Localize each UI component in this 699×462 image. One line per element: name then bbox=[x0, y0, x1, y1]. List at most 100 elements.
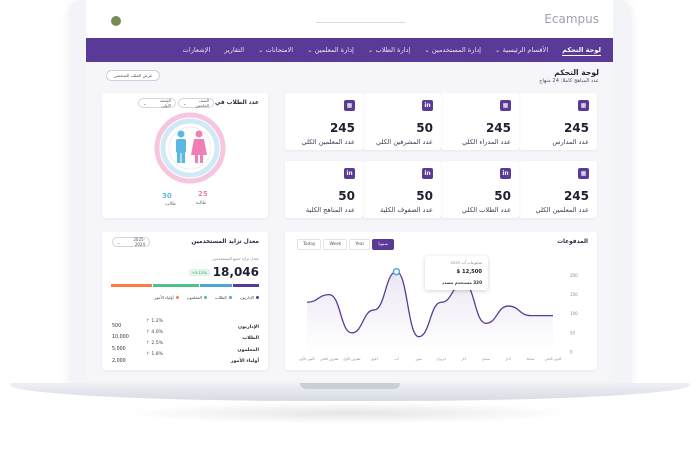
row-label-admins: الإداريون bbox=[238, 325, 259, 330]
highlight-point[interactable] bbox=[392, 267, 401, 276]
legend-parents: أولياء الأمور bbox=[154, 295, 179, 300]
stat-value: 50 bbox=[416, 189, 433, 203]
nav-item-reports[interactable]: التقارير bbox=[224, 46, 245, 54]
row-pct-students: ↑ 4.0% bbox=[146, 330, 163, 335]
row-label-parents: أولياء الأمور bbox=[230, 359, 259, 364]
tooltip-amount: 12,500 $ bbox=[456, 269, 482, 275]
legend-dot bbox=[256, 296, 259, 299]
user-mix-segment bbox=[232, 284, 259, 287]
user-mix-segment bbox=[152, 284, 199, 287]
profile-button[interactable]: عرض الملف الشخصي bbox=[106, 70, 160, 81]
x-tick-label: آب bbox=[394, 357, 399, 361]
tab-year[interactable]: Year bbox=[349, 239, 371, 250]
page-subtitle: عدد المناهج كاملا: 24 منهاج bbox=[539, 78, 599, 84]
grade-select[interactable]: الصف الخامس ⌄ bbox=[178, 98, 214, 108]
tab-today[interactable]: Today bbox=[297, 239, 322, 250]
linkedin-icon: in bbox=[500, 168, 511, 179]
building-icon: ▦ bbox=[500, 100, 511, 111]
y-tick-label: 100 bbox=[570, 311, 578, 316]
x-tick-label: حزيران bbox=[436, 357, 446, 361]
x-tick-label: شباط bbox=[527, 357, 535, 361]
panel-title: المدفوعات bbox=[557, 239, 588, 245]
male-label: طالب bbox=[165, 202, 176, 207]
chevron-down-icon: ⌄ bbox=[183, 100, 187, 106]
linkedin-icon: in bbox=[422, 168, 433, 179]
building-icon: ▦ bbox=[578, 168, 589, 179]
payments-area bbox=[307, 271, 553, 352]
row-value-admins: 500 bbox=[112, 324, 122, 329]
stat-card-schools[interactable]: ▦ 245 عدد المدارس bbox=[519, 93, 597, 150]
stat-card-students-total[interactable]: in 50 عدد الطلاب الكلي bbox=[441, 161, 519, 218]
arrow-up-icon: ↑ bbox=[146, 352, 150, 357]
nav-item-user-management[interactable]: إدارة المستخدمين ⌄ bbox=[424, 46, 481, 54]
legend-dot bbox=[228, 296, 232, 299]
search-input[interactable] bbox=[316, 22, 406, 23]
male-count: 30 bbox=[162, 192, 172, 200]
female-count: 25 bbox=[198, 190, 208, 198]
stat-card-classes[interactable]: in 50 عدد الصفوف الكلية bbox=[363, 161, 441, 218]
legend-students: الطلاب bbox=[215, 295, 232, 300]
stat-value: 50 bbox=[338, 189, 355, 203]
user-mix-segment bbox=[111, 284, 152, 287]
payments-line bbox=[306, 271, 554, 338]
tab-yearly[interactable]: سنويا bbox=[372, 239, 394, 250]
stat-value: 245 bbox=[329, 121, 355, 135]
female-label: طالبة bbox=[196, 201, 207, 206]
panel-title: عدد الطلاب في كل شعبة bbox=[187, 100, 259, 106]
male-icon bbox=[176, 130, 186, 163]
y-tick-label: 150 bbox=[570, 292, 578, 297]
x-tick-label: تشرين الثاني bbox=[320, 357, 338, 361]
legend-dot bbox=[175, 296, 179, 299]
nav-item-notifications[interactable]: الإشعارات bbox=[182, 46, 211, 54]
chart-tooltip: مدفوعات آب 2025 12,500 $ 320 مستخدم مسدد bbox=[425, 256, 488, 290]
stat-label: عدد المعلمين الكلي bbox=[535, 206, 589, 214]
chevron-down-icon: ⌄ bbox=[117, 239, 121, 245]
nav-item-exams[interactable]: الامتحانات ⌄ bbox=[258, 46, 294, 54]
stat-card-teachers[interactable]: ▦ 245 عدد المعلمين الكلي bbox=[285, 93, 363, 150]
section-select[interactable]: الشعبة الأولى ⌄ bbox=[138, 98, 176, 108]
x-tick-label: تشرين الأول bbox=[343, 356, 360, 361]
row-label-teachers: المعلمون bbox=[237, 348, 259, 353]
stat-value: 245 bbox=[563, 189, 589, 203]
x-tick-label: آذار bbox=[505, 357, 512, 361]
legend-label: الطلاب bbox=[214, 295, 227, 300]
growth-caption: معدل تزايد جميع المستخدمين bbox=[212, 256, 259, 261]
payments-chart-svg: 0 50 100 150 200 كانون الثاني شباط آذار نيسان أيا… bbox=[299, 267, 578, 361]
stat-card-supervisors[interactable]: in 50 عدد المشرفين الكلي bbox=[363, 93, 441, 150]
laptop-notch bbox=[300, 383, 400, 389]
tooltip-users: 320 مستخدم مسدد bbox=[441, 280, 482, 285]
female-icon bbox=[191, 130, 207, 163]
chevron-down-icon: ⌄ bbox=[143, 100, 147, 106]
nav-item-teacher-management[interactable]: إدارة المعلمين ⌄ bbox=[307, 46, 354, 54]
stat-card-teachers-total[interactable]: ▦ 245 عدد المعلمين الكلي bbox=[519, 161, 597, 218]
x-tick-label: كانون الأول bbox=[299, 356, 315, 361]
y-tick-label: 200 bbox=[570, 273, 578, 278]
legend-dot bbox=[203, 296, 207, 299]
logo-icon[interactable] bbox=[111, 16, 121, 26]
period-tabs: Today Week Year سنويا bbox=[297, 239, 394, 250]
row-pct-teachers: ↑ 2.5% bbox=[146, 341, 163, 346]
top-bar: Ecampus bbox=[86, 0, 613, 38]
stat-card-principals[interactable]: ▦ 245 عدد المدراء الكلي bbox=[441, 93, 519, 150]
brand-logo: Ecampus bbox=[544, 12, 599, 26]
legend-admins: الإداريون bbox=[240, 295, 259, 300]
nav-item-student-management[interactable]: إدارة الطلاب ⌄ bbox=[367, 46, 411, 54]
tab-week[interactable]: Week bbox=[323, 239, 348, 250]
stat-card-curricula[interactable]: in 50 عدد المناهج الكلية bbox=[285, 161, 363, 218]
page-title: لوحة التحكم bbox=[554, 68, 599, 77]
year-select[interactable]: 2025-2024 ⌄ bbox=[112, 237, 150, 247]
x-tick-label: أيار bbox=[460, 356, 466, 361]
main-nav: لوحة التحكم الأقسام الرئيسية ⌄ إدارة الم… bbox=[86, 38, 613, 62]
stat-value: 50 bbox=[416, 121, 433, 135]
user-mix-segment bbox=[200, 284, 232, 287]
stat-label: عدد المناهج الكلية bbox=[305, 206, 355, 214]
building-icon: ▦ bbox=[344, 100, 355, 111]
user-mix-bar bbox=[111, 284, 259, 287]
pct-value: 2.5% bbox=[151, 341, 163, 346]
gender-donut bbox=[154, 112, 226, 184]
nav-item-main-sections[interactable]: الأقسام الرئيسية ⌄ bbox=[495, 46, 549, 54]
tooltip-title: مدفوعات آب 2025 bbox=[450, 260, 482, 265]
stat-label: عدد المشرفين الكلي bbox=[375, 138, 433, 146]
nav-item-dashboard[interactable]: لوحة التحكم bbox=[562, 46, 601, 54]
